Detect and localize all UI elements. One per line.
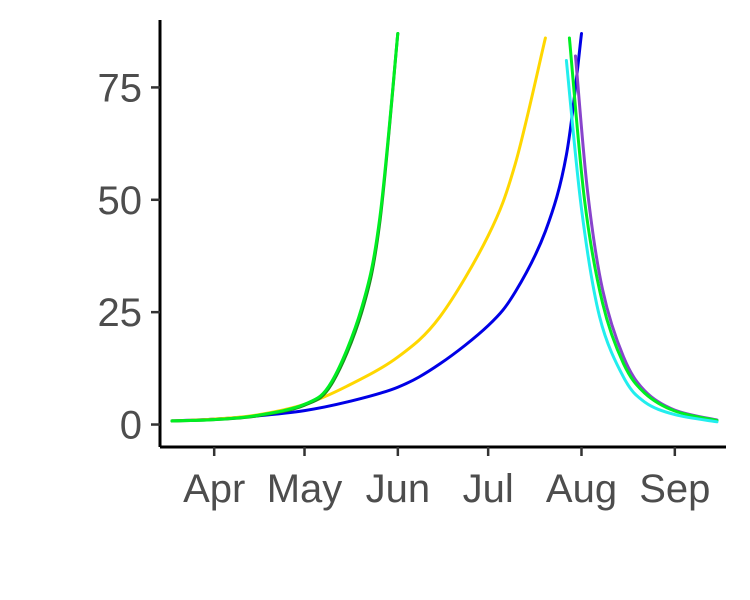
- x-tick-label: Aug: [546, 467, 617, 511]
- series-line-2: [170, 36, 547, 423]
- y-tick-label: 50: [98, 179, 143, 223]
- series-line-3: [170, 32, 400, 423]
- series-line-7: [564, 59, 719, 424]
- series-line-1: [170, 32, 583, 423]
- x-axis-ticks: Apr May Jun Jul Aug Sep: [183, 447, 710, 511]
- y-tick-label: 75: [98, 66, 143, 110]
- x-tick-label: May: [267, 467, 343, 511]
- series-line-6: [567, 36, 719, 422]
- x-tick-label: Jun: [366, 467, 431, 511]
- series-line-4: [170, 32, 400, 423]
- x-tick-label: Sep: [639, 467, 710, 511]
- x-tick-label: Apr: [183, 467, 245, 511]
- series-line-5: [574, 54, 719, 422]
- x-tick-label: Jul: [463, 467, 514, 511]
- y-tick-label: 25: [98, 291, 143, 335]
- y-tick-label: 0: [120, 404, 142, 448]
- y-axis-ticks: 0 25 50 75: [98, 66, 160, 448]
- series-layer: [170, 32, 719, 424]
